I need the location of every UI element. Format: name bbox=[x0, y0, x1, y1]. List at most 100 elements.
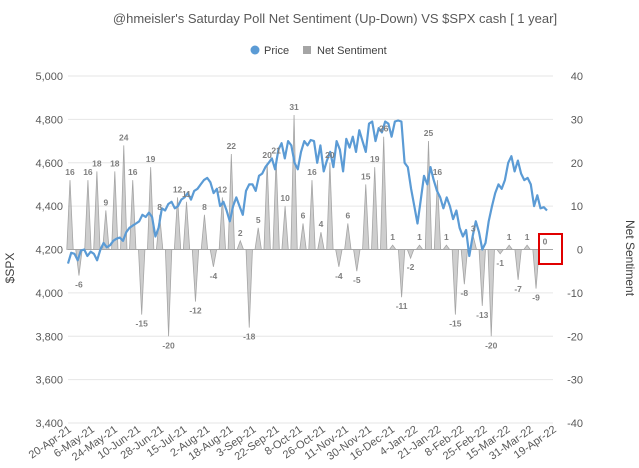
sentiment-data-label: 25 bbox=[424, 128, 434, 138]
sentiment-data-label: 6 bbox=[301, 210, 306, 220]
sentiment-spike bbox=[362, 184, 370, 250]
sentiment-data-label: 12 bbox=[173, 184, 183, 194]
right-tick-label: 20 bbox=[571, 158, 583, 170]
right-tick-label: -10 bbox=[567, 288, 583, 300]
sentiment-data-label: -4 bbox=[210, 271, 218, 281]
sentiment-data-label: 16 bbox=[83, 167, 93, 177]
sentiment-data-label: 2 bbox=[238, 228, 243, 238]
sentiment-data-label: -11 bbox=[396, 301, 408, 311]
price-line bbox=[66, 119, 548, 264]
sentiment-spike bbox=[532, 249, 540, 289]
right-tick-label: 30 bbox=[571, 114, 583, 126]
sentiment-spike bbox=[505, 244, 514, 250]
sentiment-spike bbox=[308, 180, 316, 250]
sentiment-data-label: 1 bbox=[507, 232, 512, 242]
sentiment-data-label: 15 bbox=[361, 171, 371, 181]
sentiment-data-label: 1 bbox=[390, 232, 395, 242]
sentiment-spike bbox=[335, 249, 343, 267]
left-tick-label: 3,400 bbox=[35, 418, 63, 430]
sentiment-spike bbox=[102, 210, 110, 250]
sentiment-data-label: 16 bbox=[433, 167, 443, 177]
right-tick-label: -40 bbox=[567, 418, 583, 430]
left-tick-label: 4,800 bbox=[35, 114, 63, 126]
sentiment-data-label: 8 bbox=[157, 202, 162, 212]
sentiment-data-label: 12 bbox=[218, 184, 228, 194]
sentiment-spike bbox=[442, 244, 451, 250]
right-axis-title: Net Sentiment bbox=[623, 220, 637, 297]
sentiment-data-label: -12 bbox=[189, 306, 202, 316]
sentiment-spike bbox=[478, 249, 486, 306]
sentiment-spike bbox=[496, 249, 505, 255]
sentiment-spike bbox=[218, 197, 226, 250]
sentiment-data-label: -8 bbox=[461, 288, 469, 298]
sentiment-spike bbox=[138, 249, 146, 315]
sentiment-data-label: 0 bbox=[543, 237, 548, 247]
sentiment-spike bbox=[227, 154, 235, 250]
legend-sentiment-label: Net Sentiment bbox=[317, 45, 387, 57]
right-tick-label: 0 bbox=[577, 245, 583, 257]
sentiment-spike bbox=[388, 244, 397, 250]
sentiment-data-label: 1 bbox=[525, 232, 530, 242]
sentiment-data-label: -15 bbox=[449, 319, 462, 329]
sentiment-data-label: 16 bbox=[307, 167, 317, 177]
sentiment-spike bbox=[245, 249, 253, 328]
net-sentiment-series bbox=[66, 115, 553, 337]
sentiment-spike bbox=[406, 249, 415, 260]
sentiment-spike bbox=[380, 136, 388, 250]
sentiment-data-label: -9 bbox=[532, 293, 540, 303]
sentiment-data-label: 1 bbox=[444, 232, 449, 242]
sentiment-data-label: 26 bbox=[379, 124, 389, 134]
sentiment-data-label: 10 bbox=[280, 193, 290, 203]
sentiment-data-label: 22 bbox=[227, 141, 237, 151]
sentiment-data-label: -20 bbox=[162, 340, 175, 350]
sentiment-data-label: 5 bbox=[256, 215, 261, 225]
sentiment-data-label: -15 bbox=[136, 319, 149, 329]
right-tick-label: -30 bbox=[567, 375, 583, 387]
sentiment-data-label: 16 bbox=[128, 167, 138, 177]
sentiment-spike bbox=[120, 145, 128, 250]
right-tick-label: -20 bbox=[567, 331, 583, 343]
legend-price-label: Price bbox=[264, 45, 289, 57]
sentiment-spike bbox=[75, 249, 83, 276]
price-series bbox=[66, 119, 548, 264]
sentiment-spike bbox=[487, 249, 495, 337]
sentiment-data-label: -13 bbox=[476, 310, 489, 320]
sentiment-data-label: -18 bbox=[243, 332, 256, 342]
sentiment-data-label: 16 bbox=[65, 167, 75, 177]
sentiment-spike bbox=[299, 223, 307, 250]
sentiment-data-label: 20 bbox=[325, 150, 335, 160]
sentiment-spike bbox=[514, 249, 522, 280]
sentiment-spike bbox=[415, 244, 424, 250]
sentiment-spike bbox=[66, 180, 74, 250]
sentiment-spike bbox=[254, 227, 262, 250]
sentiment-spike bbox=[93, 171, 101, 250]
left-tick-label: 4,200 bbox=[35, 245, 63, 257]
left-tick-label: 3,800 bbox=[35, 331, 63, 343]
sentiment-spike bbox=[281, 206, 289, 250]
sentiment-data-label: 9 bbox=[103, 197, 108, 207]
legend-sentiment-marker bbox=[303, 46, 311, 54]
sentiment-data-label: -7 bbox=[514, 284, 522, 294]
sentiment-spike bbox=[164, 249, 173, 337]
sentiment-spike bbox=[236, 239, 245, 250]
chart-title: @hmeisler's Saturday Poll Net Sentiment … bbox=[113, 11, 557, 26]
sentiment-spike bbox=[344, 223, 352, 250]
sentiment-spike bbox=[460, 249, 468, 285]
sentiment-spike bbox=[129, 180, 137, 250]
left-tick-label: 3,600 bbox=[35, 375, 63, 387]
sentiment-spike bbox=[317, 232, 325, 250]
sentiment-spike bbox=[326, 162, 334, 250]
sentiment-data-label: -4 bbox=[335, 271, 343, 281]
right-tick-label: 10 bbox=[571, 201, 583, 213]
left-axis-title: $SPX bbox=[3, 253, 17, 284]
sentiment-data-label: 3 bbox=[471, 223, 476, 233]
sentiment-spike bbox=[424, 141, 433, 250]
left-axis: 3,400 3,600 3,800 4,000 4,200 4,400 4,600 4,800… bbox=[35, 71, 63, 430]
sentiment-data-label: 11 bbox=[182, 189, 191, 199]
sentiment-data-label: 4 bbox=[319, 219, 324, 229]
left-tick-label: 4,600 bbox=[35, 158, 63, 170]
right-axis: -40 -30 -20 -10 0 10 20 30 40 bbox=[567, 71, 583, 430]
sentiment-data-label: 19 bbox=[370, 154, 380, 164]
